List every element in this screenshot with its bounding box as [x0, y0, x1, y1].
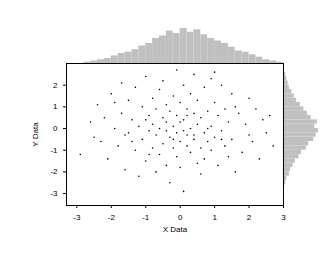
svg-text:1: 1 — [53, 102, 58, 111]
svg-text:0: 0 — [178, 213, 183, 222]
svg-text:1: 1 — [212, 213, 217, 222]
svg-text:-3: -3 — [50, 189, 58, 198]
svg-text:-1: -1 — [50, 146, 58, 155]
svg-text:2: 2 — [247, 213, 252, 222]
svg-text:-1: -1 — [142, 213, 150, 222]
svg-text:3: 3 — [281, 213, 286, 222]
svg-text:-3: -3 — [73, 213, 81, 222]
svg-text:Y Data: Y Data — [31, 122, 40, 147]
svg-text:-2: -2 — [50, 167, 58, 176]
svg-text:-2: -2 — [108, 213, 116, 222]
svg-text:0: 0 — [53, 124, 58, 133]
svg-text:X Data: X Data — [163, 225, 188, 234]
svg-text:2: 2 — [53, 81, 58, 90]
